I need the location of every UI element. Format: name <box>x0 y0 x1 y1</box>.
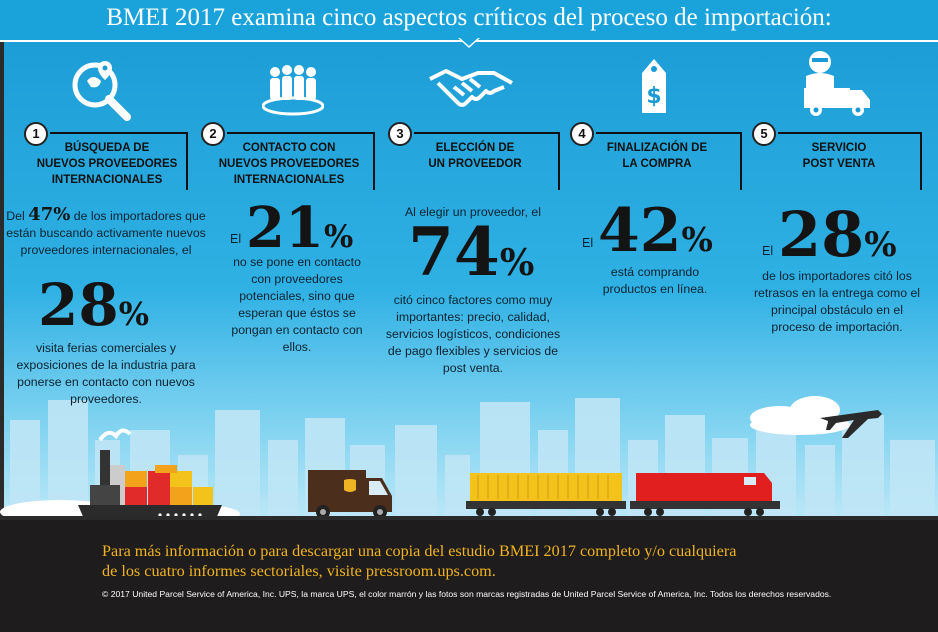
title-line: NUEVOS PROVEEDORES <box>36 158 178 170</box>
stat-small: 47% <box>28 204 71 225</box>
step-rule-vertical <box>920 132 922 190</box>
aspect-title: ELECCIÓN DE UN PROVEEDOR <box>400 140 550 172</box>
step-rule <box>778 132 922 134</box>
stat-prefix: El <box>582 236 594 250</box>
step-number-1: 1 <box>24 122 48 146</box>
stat-big-number: 28 <box>38 271 119 339</box>
step-number-4: 4 <box>570 122 594 146</box>
step-rule <box>596 132 742 134</box>
freight-train-icon <box>466 473 780 516</box>
step-number-3: 3 <box>388 122 412 146</box>
ups-delivery-truck-icon <box>308 470 392 519</box>
title-line: ELECCIÓN DE <box>435 142 515 154</box>
more-info-line: Para más información o para descargar un… <box>102 542 737 560</box>
stat-prefix: Del <box>6 209 25 223</box>
stat-big: El 21% <box>230 200 380 256</box>
header-pointer-inner <box>460 38 478 46</box>
title-line: CONTACTO CON <box>242 142 336 154</box>
title-line: BÚSQUEDA DE <box>64 142 150 154</box>
title-line: POST VENTA <box>802 158 876 170</box>
service-agent-truck-icon <box>798 48 874 120</box>
title-line: SERVICIO <box>811 142 867 154</box>
step-rule-vertical <box>373 132 375 190</box>
aspect-stat-intro: Del 47% de los importadores que están bu… <box>6 206 206 259</box>
price-tag-icon: $ <box>636 55 672 117</box>
stat-big: 28% <box>38 272 149 347</box>
step-rule-vertical <box>740 132 742 190</box>
stat-text: no se pone en contacto con proveedores p… <box>231 255 363 354</box>
stat-big: 74% <box>408 214 534 301</box>
title-line: FINALIZACIÓN DE <box>606 142 708 154</box>
step-rule-vertical <box>186 132 188 190</box>
stat-big: El 42% <box>582 200 742 262</box>
left-border <box>0 0 4 632</box>
search-globe-icon <box>15 55 195 130</box>
more-info-text: Para más información o para descargar un… <box>102 541 736 581</box>
stat-text: está comprando productos en línea. <box>602 265 708 296</box>
step-number-5: 5 <box>752 122 776 146</box>
aspect-title: CONTACTO CON NUEVOS PROVEEDORES INTERNAC… <box>213 140 365 188</box>
stat-big-number: 74 <box>408 213 500 291</box>
stat-text: citó cinco factores como muy importantes… <box>385 293 561 375</box>
title-line: INTERNACIONALES <box>233 174 345 186</box>
stat-big-percent: % <box>323 219 354 255</box>
stat-text-before: Al elegir un proveedor, el <box>404 205 542 219</box>
title-line: UN PROVEEDOR <box>428 158 522 170</box>
stat-text: de los importadores que están buscando a… <box>6 209 206 257</box>
svg-text:$: $ <box>646 84 661 109</box>
title-line: NUEVOS PROVEEDORES <box>218 158 360 170</box>
stat-prefix: El <box>762 244 774 258</box>
stat-big-percent: % <box>499 241 535 284</box>
page-title: BMEI 2017 examina cinco aspectos crítico… <box>106 4 832 31</box>
step-rule <box>50 132 188 134</box>
aspect-title: SERVICIO POST VENTA <box>764 140 914 172</box>
stat-big-percent: % <box>864 225 897 265</box>
handshake-icon <box>428 65 514 113</box>
group-people-icon <box>261 62 325 118</box>
stat-big-percent: % <box>118 295 150 333</box>
stat-big-number: 28 <box>778 198 865 271</box>
stat-text: de los importadores citó los retrasos en… <box>753 269 921 334</box>
stat-prefix: El <box>230 232 242 246</box>
step-rule <box>414 132 560 134</box>
stat-big: El 28% <box>762 202 932 268</box>
copyright-notice: © 2017 United Parcel Service of America,… <box>102 589 832 599</box>
title-line: INTERNACIONALES <box>51 174 163 186</box>
airplane-icon <box>808 410 882 438</box>
step-rule-vertical <box>558 132 560 190</box>
aspect-title: FINALIZACIÓN DE LA COMPRA <box>582 140 732 172</box>
footer <box>0 520 938 632</box>
stat-big-number: 42 <box>598 196 682 266</box>
stat-text: visita ferias comerciales y exposiciones… <box>16 341 196 406</box>
stat-big-percent: % <box>681 220 713 259</box>
city-skyline-illustration <box>0 396 938 525</box>
aspect-title: BÚSQUEDA DE NUEVOS PROVEEDORES INTERNACI… <box>32 140 182 188</box>
step-number-2: 2 <box>201 122 225 146</box>
more-info-line: de los cuatro informes sectoriales, visi… <box>102 562 496 580</box>
stat-big-number: 21 <box>246 195 324 261</box>
step-rule <box>227 132 375 134</box>
title-line: LA COMPRA <box>622 158 692 170</box>
header-bar: BMEI 2017 examina cinco aspectos crítico… <box>0 0 938 42</box>
